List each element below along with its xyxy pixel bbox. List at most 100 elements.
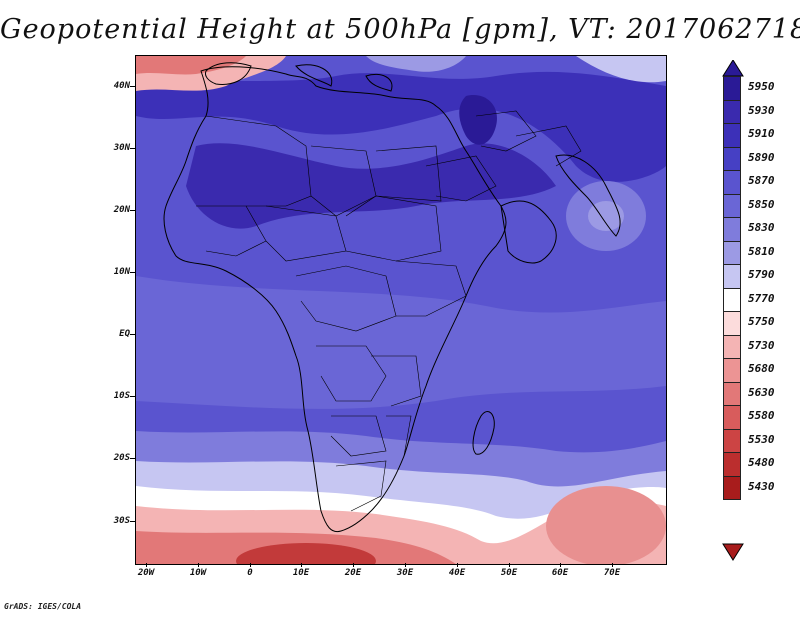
lon-tick bbox=[250, 563, 251, 567]
colorbar-top-arrow bbox=[722, 60, 744, 77]
geopotential-field bbox=[136, 56, 666, 564]
colorbar-swatch bbox=[723, 76, 741, 101]
colorbar-swatch bbox=[723, 428, 741, 453]
colorbar-swatch bbox=[723, 405, 741, 430]
colorbar-label: 5870 bbox=[748, 174, 775, 187]
lat-label-10n: 10N bbox=[113, 267, 130, 277]
colorbar-label: 5580 bbox=[748, 409, 775, 422]
lat-label-20s: 20S bbox=[113, 453, 130, 463]
lon-tick bbox=[457, 563, 458, 567]
lat-label-40n: 40N bbox=[113, 81, 130, 91]
lon-label-50e: 50E bbox=[500, 568, 518, 578]
lon-label-30e: 30E bbox=[396, 568, 414, 578]
iberia-coast bbox=[205, 62, 252, 85]
lat-label-eq: EQ bbox=[119, 329, 130, 339]
lon-label-10w: 10W bbox=[189, 568, 207, 578]
lon-label-70e: 70E bbox=[603, 568, 621, 578]
lat-label-30s: 30S bbox=[113, 516, 130, 526]
lon-tick bbox=[353, 563, 354, 567]
colorbar-bottom-arrow bbox=[722, 543, 744, 561]
lat-label-30n: 30N bbox=[113, 143, 130, 153]
colorbar-label: 5430 bbox=[748, 479, 775, 493]
colorbar-label: 5830 bbox=[748, 221, 775, 234]
lon-label-10e: 10E bbox=[292, 568, 310, 578]
lon-tick bbox=[198, 563, 199, 567]
colorbar-label: 5810 bbox=[748, 244, 775, 258]
colorbar-label: 5480 bbox=[748, 456, 775, 469]
colorbar-swatch bbox=[723, 452, 741, 477]
colorbar-label: 5890 bbox=[748, 150, 775, 164]
field-south-min bbox=[236, 543, 376, 564]
lon-tick bbox=[146, 563, 147, 567]
colorbar-label: 5530 bbox=[748, 432, 775, 446]
greece-coast bbox=[365, 73, 393, 92]
border-angola bbox=[316, 345, 387, 402]
india-coast bbox=[555, 154, 621, 237]
lat-tick bbox=[130, 210, 135, 211]
map-panel bbox=[135, 55, 667, 565]
field-asia-pale bbox=[576, 56, 666, 83]
border-ethiopia bbox=[395, 260, 467, 317]
italy-coast bbox=[295, 64, 333, 87]
colorbar-label: 5680 bbox=[748, 362, 775, 375]
lon-tick bbox=[612, 563, 613, 567]
country-borders bbox=[196, 110, 582, 512]
border-mozambique bbox=[386, 415, 412, 457]
lat-tick bbox=[130, 396, 135, 397]
lon-tick bbox=[301, 563, 302, 567]
lat-tick bbox=[130, 86, 135, 87]
lon-tick bbox=[560, 563, 561, 567]
colorbar-swatch bbox=[723, 264, 741, 289]
colorbar-swatch bbox=[723, 287, 741, 312]
colorbar-label: 5850 bbox=[748, 197, 775, 211]
africa-coast bbox=[163, 66, 507, 533]
lat-label-10s: 10S bbox=[113, 391, 130, 401]
field-india-trough-core bbox=[588, 201, 624, 231]
colorbar-label: 5910 bbox=[748, 127, 775, 140]
colorbar-label: 5770 bbox=[748, 291, 775, 305]
field-med-pale bbox=[366, 56, 466, 72]
lon-label-40e: 40E bbox=[448, 568, 466, 578]
field-south-indian-high bbox=[546, 486, 666, 564]
border-saudi bbox=[425, 155, 497, 202]
colorbar-label: 5950 bbox=[748, 80, 775, 93]
colorbar-swatch bbox=[723, 217, 741, 242]
field-equatorial-band bbox=[136, 276, 666, 409]
border-south-africa bbox=[335, 460, 387, 512]
border-west-sahara bbox=[205, 115, 312, 207]
colorbar-swatch bbox=[723, 123, 741, 148]
colorbar-swatch bbox=[723, 146, 741, 171]
border-tanzania bbox=[371, 355, 422, 407]
colorbar-swatch bbox=[723, 311, 741, 336]
field-ridge-north bbox=[136, 71, 666, 182]
lon-tick bbox=[509, 563, 510, 567]
arabian-peninsula bbox=[500, 200, 557, 264]
colorbar-swatch bbox=[723, 193, 741, 218]
colorbar-swatch bbox=[723, 240, 741, 265]
lat-tick bbox=[130, 148, 135, 149]
border-afghanistan bbox=[515, 125, 582, 167]
colorbar-label: 5790 bbox=[748, 268, 775, 281]
colorbar-swatch bbox=[723, 475, 741, 500]
lat-label-20n: 20N bbox=[113, 205, 130, 215]
lon-label-20e: 20E bbox=[344, 568, 362, 578]
map-title: Geopotential Height at 500hPa [gpm], VT:… bbox=[0, 14, 800, 45]
madagascar-coast bbox=[472, 411, 495, 455]
colorbar-label: 5750 bbox=[748, 315, 775, 328]
border-egypt bbox=[375, 145, 442, 202]
lon-label-0: 0 bbox=[247, 568, 253, 578]
field-max-arabia bbox=[459, 95, 497, 145]
coastlines bbox=[163, 62, 621, 533]
colorbar-label: 5630 bbox=[748, 385, 775, 399]
colorbar-swatch bbox=[723, 381, 741, 406]
lon-label-60e: 60E bbox=[551, 568, 569, 578]
lat-tick bbox=[130, 334, 135, 335]
colorbar-swatch bbox=[723, 99, 741, 124]
lon-label-20w: 20W bbox=[137, 568, 155, 578]
lat-tick bbox=[130, 272, 135, 273]
border-botswana bbox=[330, 415, 387, 457]
lon-tick bbox=[405, 563, 406, 567]
field-iberia-core bbox=[136, 56, 246, 75]
colorbar-label: 5730 bbox=[748, 338, 775, 352]
grads-credit: GrADS: IGES/COLA bbox=[4, 602, 82, 611]
